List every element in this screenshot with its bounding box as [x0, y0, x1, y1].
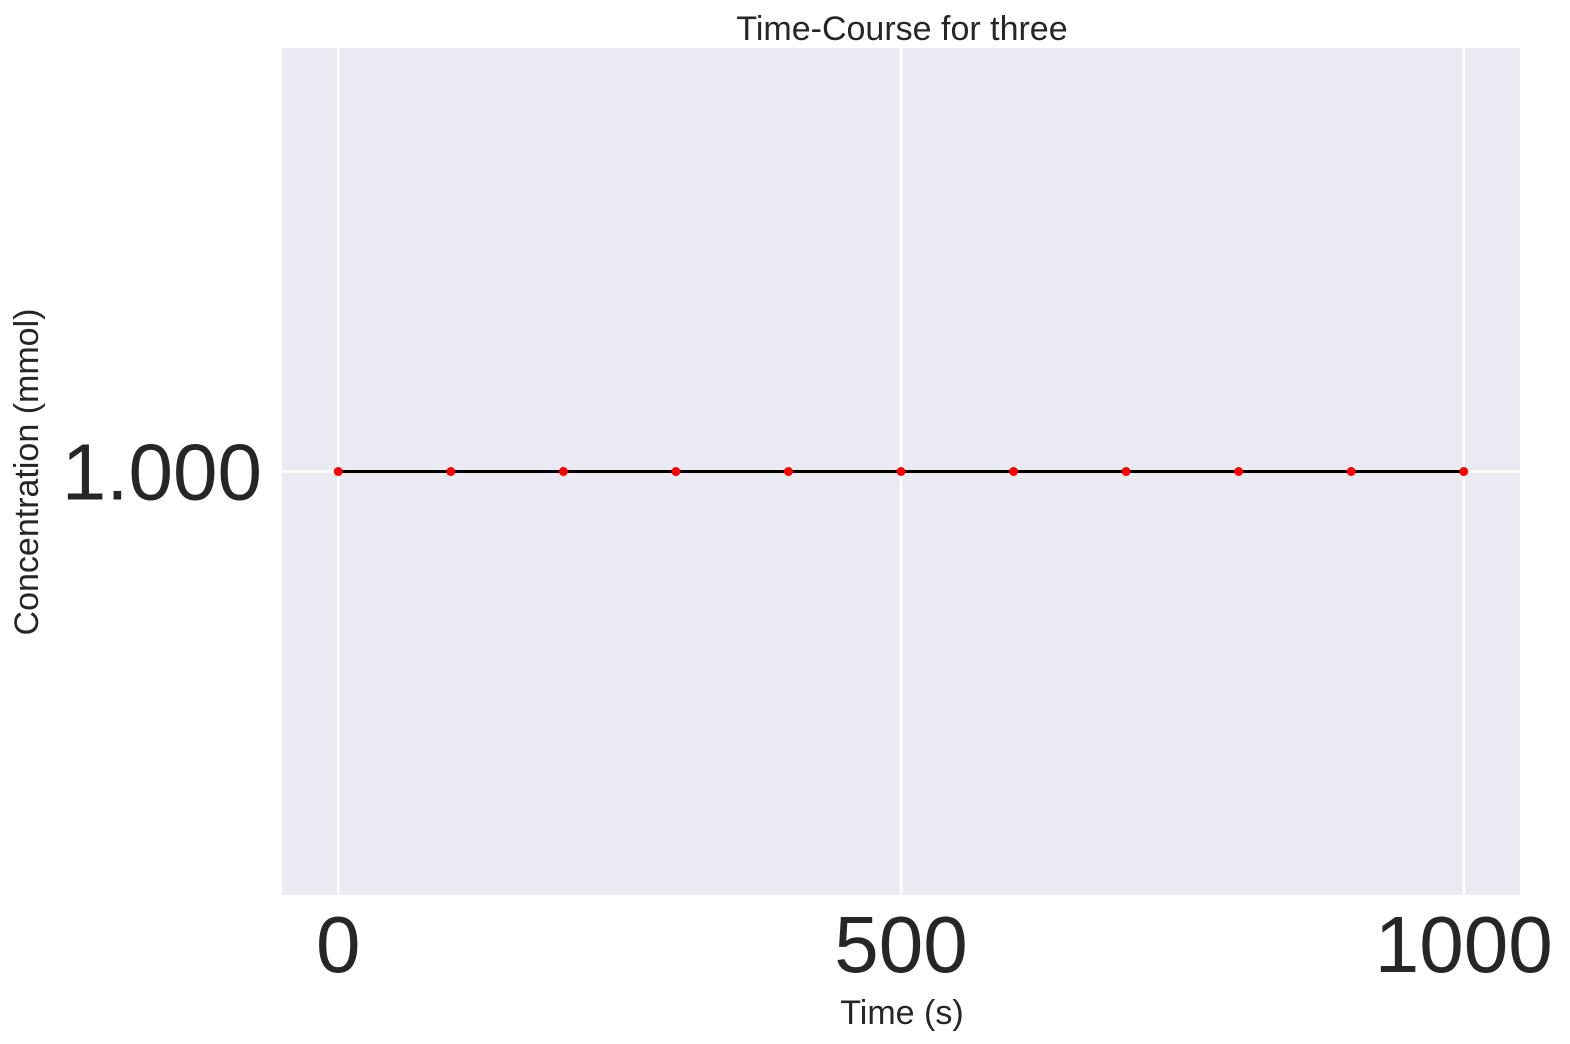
data-point — [896, 467, 906, 476]
data-point — [1234, 467, 1244, 476]
x-tick-label: 1000 — [1375, 900, 1553, 989]
y-axis-label: Concentration (mmol) — [8, 309, 46, 636]
chart-title: Time-Course for three — [736, 10, 1067, 48]
data-point — [1459, 467, 1469, 476]
tick-labels: 0 500 1000 1.000 — [62, 428, 1553, 990]
data-point — [671, 467, 681, 476]
data-point — [446, 467, 456, 476]
x-tick-label: 500 — [834, 900, 967, 989]
data-point — [333, 467, 343, 476]
y-tick-label: 1.000 — [62, 428, 262, 517]
data-point — [1009, 467, 1019, 476]
data-point — [558, 467, 568, 476]
x-axis-label: Time (s) — [840, 994, 963, 1032]
data-point — [1121, 467, 1131, 476]
series-layer — [333, 467, 1469, 476]
data-point — [1346, 467, 1356, 476]
x-tick-label: 0 — [316, 900, 361, 989]
data-point — [783, 467, 793, 476]
